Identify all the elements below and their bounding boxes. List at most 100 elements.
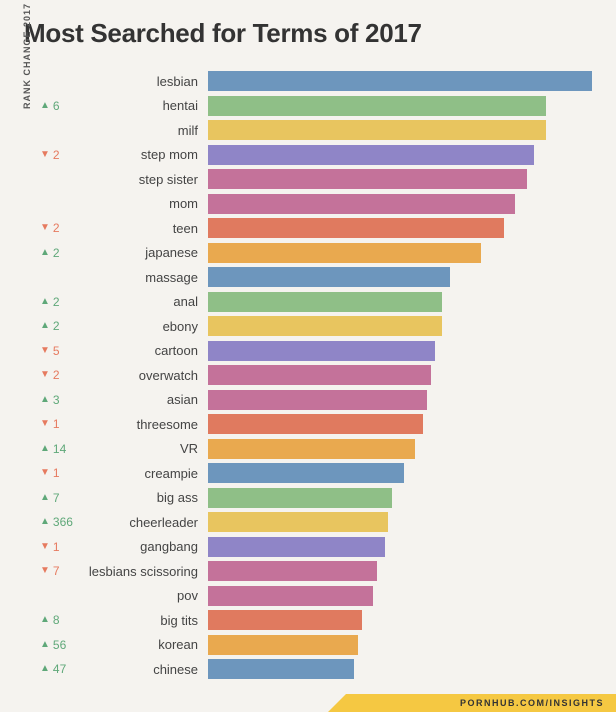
bar-track <box>208 437 592 462</box>
term-label: lesbian <box>88 74 208 89</box>
term-label: step mom <box>88 147 208 162</box>
rank-change-value: 2 <box>53 221 60 235</box>
rank-change-value: 5 <box>53 344 60 358</box>
footer-text: PORNHUB.COM/INSIGHTS <box>460 698 604 708</box>
rank-change-value: 56 <box>53 638 66 652</box>
term-label: pov <box>88 588 208 603</box>
bar-row: ▲56 korean <box>38 633 592 658</box>
bar-row: lesbian <box>38 69 592 94</box>
term-label: korean <box>88 637 208 652</box>
bar-track <box>208 657 592 682</box>
bar-row: ▲2ebony <box>38 314 592 339</box>
arrow-down-icon: ▼ <box>40 468 50 478</box>
term-label: lesbians scissoring <box>88 564 208 579</box>
bar-track <box>208 265 592 290</box>
bar <box>208 292 442 312</box>
bar-track <box>208 535 592 560</box>
rank-change: ▼2 <box>38 148 88 162</box>
bar-row: ▼7lesbians scissoring <box>38 559 592 584</box>
bar-row: step sister <box>38 167 592 192</box>
bar <box>208 96 546 116</box>
bar-rows: lesbian▲6hentaimilf▼2step momstep sister… <box>38 69 592 682</box>
bar-row: mom <box>38 192 592 217</box>
rank-change: ▲47 <box>38 662 88 676</box>
rank-change-value: 2 <box>53 319 60 333</box>
bar-track <box>208 608 592 633</box>
chart-title: Most Searched for Terms of 2017 <box>24 18 592 49</box>
term-label: threesome <box>88 417 208 432</box>
bar-row: ▼2overwatch <box>38 363 592 388</box>
rank-change: ▲8 <box>38 613 88 627</box>
bar-row: ▲6hentai <box>38 94 592 119</box>
bar <box>208 145 534 165</box>
bar <box>208 341 435 361</box>
footer-accent: PORNHUB.COM/INSIGHTS <box>346 694 616 712</box>
bar-track <box>208 510 592 535</box>
arrow-up-icon: ▲ <box>40 640 50 650</box>
rank-change: ▼2 <box>38 221 88 235</box>
bar-track <box>208 633 592 658</box>
bar <box>208 439 415 459</box>
arrow-up-icon: ▲ <box>40 395 50 405</box>
rank-change: ▲2 <box>38 319 88 333</box>
bar-track <box>208 339 592 364</box>
rank-change-value: 2 <box>53 148 60 162</box>
arrow-down-icon: ▼ <box>40 150 50 160</box>
bar-row: ▲2japanese <box>38 241 592 266</box>
rank-change-value: 1 <box>53 466 60 480</box>
rank-change: ▼7 <box>38 564 88 578</box>
bar <box>208 635 358 655</box>
bar-track <box>208 94 592 119</box>
bar-row: ▲14VR <box>38 437 592 462</box>
arrow-up-icon: ▲ <box>40 615 50 625</box>
bar-row: ▼1creampie <box>38 461 592 486</box>
term-label: milf <box>88 123 208 138</box>
bar-row: ▼1gangbang <box>38 535 592 560</box>
bar-track <box>208 559 592 584</box>
bar-row: ▲3asian <box>38 388 592 413</box>
bar-track <box>208 118 592 143</box>
rank-change: ▲3 <box>38 393 88 407</box>
arrow-up-icon: ▲ <box>40 664 50 674</box>
chart-area: RANK CHANGE 2017 lesbian▲6hentaimilf▼2st… <box>24 69 592 682</box>
arrow-up-icon: ▲ <box>40 101 50 111</box>
arrow-down-icon: ▼ <box>40 542 50 552</box>
footer-band: PORNHUB.COM/INSIGHTS <box>0 694 616 712</box>
rank-change-value: 1 <box>53 540 60 554</box>
arrow-up-icon: ▲ <box>40 248 50 258</box>
bar-row: ▼5cartoon <box>38 339 592 364</box>
rank-change-value: 7 <box>53 564 60 578</box>
arrow-up-icon: ▲ <box>40 517 50 527</box>
y-axis-label: RANK CHANGE 2017 <box>22 3 32 109</box>
bar <box>208 267 450 287</box>
term-label: mom <box>88 196 208 211</box>
bar-track <box>208 143 592 168</box>
rank-change: ▲2 <box>38 246 88 260</box>
bar <box>208 512 388 532</box>
rank-change-value: 6 <box>53 99 60 113</box>
bar <box>208 659 354 679</box>
bar-row: pov <box>38 584 592 609</box>
bar-track <box>208 167 592 192</box>
bar-row: ▼1threesome <box>38 412 592 437</box>
rank-change-value: 2 <box>53 295 60 309</box>
bar-track <box>208 314 592 339</box>
bar <box>208 316 442 336</box>
rank-change: ▼1 <box>38 540 88 554</box>
term-label: japanese <box>88 245 208 260</box>
bar-track <box>208 388 592 413</box>
bar <box>208 537 385 557</box>
term-label: step sister <box>88 172 208 187</box>
bar <box>208 365 431 385</box>
rank-change: ▼1 <box>38 466 88 480</box>
term-label: overwatch <box>88 368 208 383</box>
term-label: cheerleader <box>88 515 208 530</box>
arrow-down-icon: ▼ <box>40 346 50 356</box>
rank-change-value: 7 <box>53 491 60 505</box>
arrow-down-icon: ▼ <box>40 419 50 429</box>
bar-row: ▲47chinese <box>38 657 592 682</box>
bar-track <box>208 241 592 266</box>
arrow-down-icon: ▼ <box>40 223 50 233</box>
bar <box>208 194 515 214</box>
bar-track <box>208 363 592 388</box>
